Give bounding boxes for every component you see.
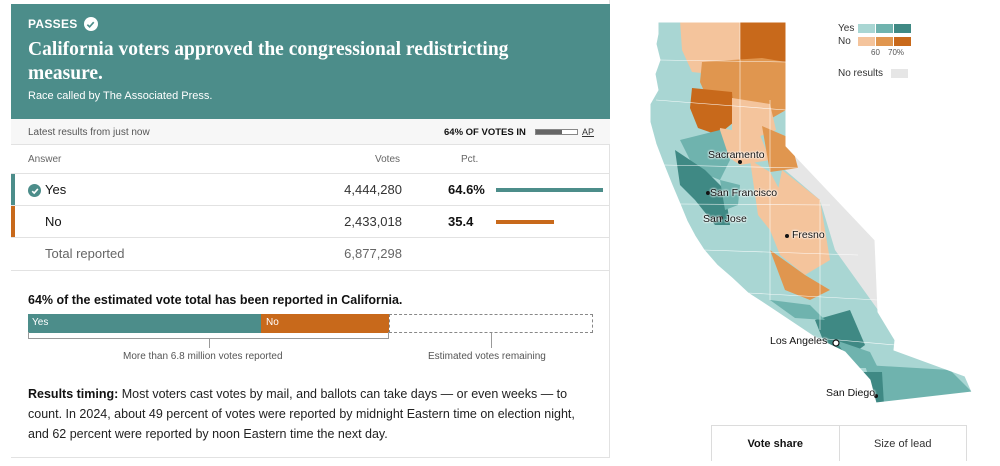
county-madera-no <box>770 170 830 275</box>
legend-no-results-swatch <box>891 69 909 78</box>
legend-swatch <box>858 23 875 33</box>
legend-swatch <box>876 36 893 46</box>
timing-text: Most voters cast votes by mail, and ball… <box>28 387 575 441</box>
legend-swatch <box>858 36 875 46</box>
status-label: PASSES <box>28 17 78 31</box>
remaining-caption: Estimated votes remaining <box>428 351 546 362</box>
county-orange-yes <box>835 340 878 368</box>
check-icon <box>83 17 98 31</box>
estimate-remaining-segment <box>389 314 593 333</box>
city-marker <box>785 234 789 238</box>
county-nevada-no <box>762 126 798 172</box>
city-label-los-angeles: Los Angeles <box>770 335 828 347</box>
county-kings-no <box>770 250 830 300</box>
size-of-lead-tab[interactable]: Size of lead <box>874 437 932 450</box>
status-badge: PASSES <box>28 16 593 32</box>
results-timing-note: Results timing: Most voters cast votes b… <box>28 384 593 444</box>
map-view-toggle: Vote share Size of lead <box>711 425 967 461</box>
votes-in-progress-bar <box>535 129 578 135</box>
reported-caption: More than 6.8 million votes reported <box>123 351 283 362</box>
answer-label: No <box>45 214 62 229</box>
answer-label: Yes <box>45 182 67 197</box>
county-modoc-no <box>740 22 786 70</box>
county-results-map: Sacramento San Francisco San Jose Fresno… <box>620 0 1000 461</box>
results-header: PASSES California voters approved the co… <box>11 4 610 119</box>
vote-share-bar <box>496 220 554 224</box>
legend-swatch <box>894 36 911 46</box>
column-header-answer: Answer <box>28 154 62 165</box>
estimate-title: 64% of the estimated vote total has been… <box>28 293 403 307</box>
no-accent-bar <box>11 206 15 237</box>
vote-count: 4,444,280 <box>344 182 402 197</box>
county-santa-barbara-yes <box>770 300 825 320</box>
legend-no-results: No results <box>838 68 912 79</box>
city-marker <box>874 394 878 398</box>
table-row-no: No 2,433,018 35.4 <box>11 205 610 237</box>
estimated-vote-section: 64% of the estimated vote total has been… <box>11 270 610 458</box>
county-bay-area-yes <box>675 150 730 225</box>
legend-tick-70: 70% <box>888 48 905 57</box>
legend-swatch <box>876 23 893 33</box>
remaining-tick <box>491 333 492 348</box>
latest-results-text: Latest results from just now <box>28 127 150 138</box>
legend-no-label: No <box>838 35 851 47</box>
city-marker <box>738 160 742 164</box>
county-marin-yes <box>680 130 730 180</box>
city-label-fresno: Fresno <box>792 229 825 241</box>
county-borders <box>655 20 896 346</box>
reported-bracket <box>28 332 389 339</box>
timing-label: Results timing: <box>28 387 119 401</box>
votes-in-label: 64% OF VOTES IN <box>444 127 526 138</box>
county-tehama-no <box>690 88 734 135</box>
reported-tick <box>209 339 210 348</box>
column-header-pct: Pct. <box>461 154 479 165</box>
winner-check-icon <box>28 184 41 197</box>
vote-share-bar <box>496 188 603 192</box>
race-called-note: Race called by The Associated Press. <box>28 90 213 102</box>
total-votes: 6,877,298 <box>344 246 402 261</box>
legend-yes-label: Yes <box>838 22 855 34</box>
results-status-bar: Latest results from just now 64% OF VOTE… <box>11 119 610 145</box>
estimated-vote-bar: Yes No <box>28 314 593 333</box>
legend-tick-60: 60 <box>871 48 880 57</box>
county-contra-costa-yes <box>720 180 740 210</box>
city-label-sacramento: Sacramento <box>708 149 765 161</box>
estimate-no-segment: No <box>261 314 389 333</box>
yes-accent-bar <box>11 174 15 205</box>
legend-ticks: 60 70% <box>838 48 912 58</box>
california-map <box>649 20 973 404</box>
vote-share-tab[interactable]: Vote share <box>712 426 840 461</box>
table-row-total: Total reported 6,877,298 <box>11 237 610 269</box>
legend-yes-row: Yes <box>838 22 912 34</box>
table-row-yes: Yes 4,444,280 64.6% <box>11 173 610 205</box>
legend-no-row: No <box>838 35 912 47</box>
page-title: California voters approved the congressi… <box>28 39 509 84</box>
county-imperial-yes <box>865 365 972 403</box>
city-marker <box>706 191 710 195</box>
city-label-san-francisco: San Francisco <box>710 187 778 199</box>
county-no-results <box>770 140 878 310</box>
city-marker <box>832 339 840 347</box>
vote-pct: 64.6% <box>448 182 485 197</box>
vote-pct: 35.4 <box>448 214 474 229</box>
results-card: PASSES California voters approved the co… <box>11 0 610 458</box>
votes-in-progress-fill <box>536 130 563 134</box>
total-label: Total reported <box>45 246 125 261</box>
estimate-yes-segment: Yes <box>28 314 261 333</box>
city-label-san-jose: San Jose <box>703 213 747 225</box>
city-marker <box>719 216 723 220</box>
county-sutter-no <box>718 128 770 165</box>
state-outline <box>649 21 973 404</box>
map-legend: Yes No 60 70% No results <box>838 22 912 79</box>
ap-source-link[interactable]: AP <box>582 127 595 137</box>
city-label-san-diego: San Diego <box>826 387 876 399</box>
column-header-votes: Votes <box>375 154 401 165</box>
vote-count: 2,433,018 <box>344 214 402 229</box>
legend-swatch <box>894 23 911 33</box>
legend-no-results-label: No results <box>838 68 884 79</box>
